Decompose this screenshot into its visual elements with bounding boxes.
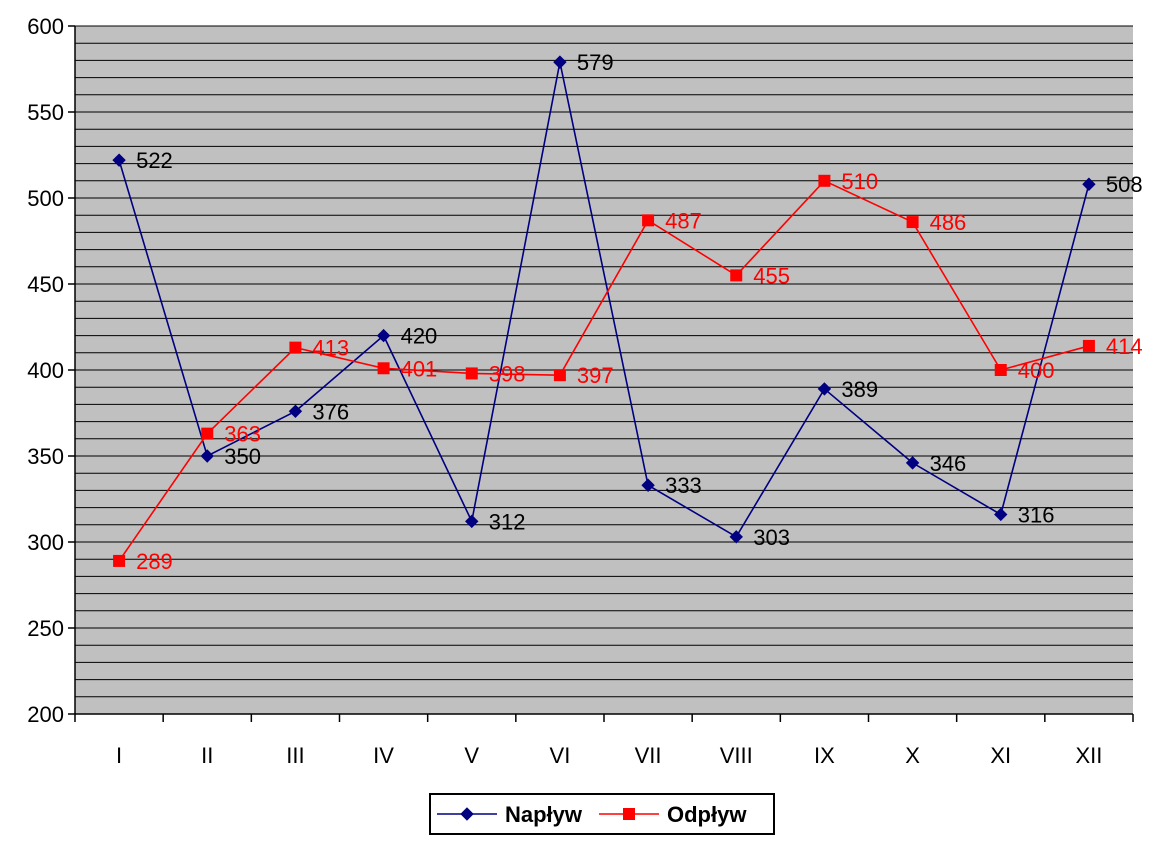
data-point: [817, 382, 832, 396]
series-group: [112, 55, 1096, 567]
x-tick-label: VIII: [720, 743, 753, 768]
data-label: 455: [753, 263, 790, 288]
data-label: 350: [224, 444, 261, 469]
data-point: [642, 214, 655, 227]
data-point: [553, 55, 567, 69]
data-label: 363: [224, 422, 261, 447]
data-label: 420: [401, 324, 438, 349]
legend-label: Odpływ: [667, 802, 747, 827]
gridlines: [75, 42, 1133, 698]
data-label: 389: [841, 377, 878, 402]
legend-marker: [623, 808, 635, 820]
legend-label: Napływ: [505, 802, 583, 827]
data-label: 414: [1106, 334, 1143, 359]
y-tick-label: 350: [27, 444, 64, 469]
data-label: 397: [577, 363, 614, 388]
y-tick-label: 250: [27, 616, 64, 641]
data-point: [906, 216, 919, 229]
series-2: [113, 174, 1095, 567]
data-label: 522: [136, 148, 173, 173]
data-point: [288, 404, 303, 418]
y-tick-label: 300: [27, 530, 64, 555]
data-point: [112, 153, 126, 167]
y-tick-label: 400: [27, 358, 64, 383]
legend-entry: Napływ: [437, 802, 583, 827]
data-point: [730, 269, 743, 282]
data-label: 510: [841, 169, 878, 194]
data-label: 413: [312, 336, 349, 361]
data-point: [113, 554, 126, 567]
data-label: 486: [930, 210, 967, 235]
x-tick-label: III: [286, 743, 304, 768]
data-point: [641, 478, 655, 492]
data-point: [1082, 177, 1096, 191]
data-point: [377, 362, 390, 375]
y-tick-label: 550: [27, 100, 64, 125]
data-point: [553, 369, 566, 382]
data-label: 398: [489, 361, 526, 386]
data-point: [729, 530, 743, 544]
data-label: 303: [753, 525, 790, 550]
data-point: [465, 514, 479, 529]
data-label: 487: [665, 208, 702, 233]
data-point: [376, 328, 391, 343]
data-label: 579: [577, 50, 614, 75]
y-tick-label: 450: [27, 272, 64, 297]
x-tick-label: XII: [1075, 743, 1102, 768]
data-label: 312: [489, 509, 526, 534]
data-point: [289, 341, 302, 354]
series-line: [118, 179, 1090, 562]
data-point: [465, 367, 478, 380]
data-point: [200, 449, 214, 463]
data-point: [905, 456, 920, 470]
series-line: [118, 61, 1090, 538]
data-label: 346: [930, 451, 967, 476]
data-label: 376: [312, 399, 349, 424]
data-point: [818, 174, 831, 187]
legend-marker: [460, 807, 474, 821]
x-tick-label: XI: [990, 743, 1011, 768]
y-tick-label: 200: [27, 702, 64, 727]
legend-entry: Odpływ: [599, 802, 747, 827]
x-tick-label: V: [464, 743, 479, 768]
x-tick-label: VII: [635, 743, 662, 768]
data-point: [994, 364, 1007, 376]
x-tick-label: X: [905, 743, 920, 768]
x-tick-label: IV: [373, 743, 394, 768]
legend: Napływ Odpływ: [429, 793, 775, 835]
data-label: 401: [401, 356, 438, 381]
y-tick-label: 600: [27, 14, 64, 39]
x-tick-label: II: [201, 743, 213, 768]
data-point: [201, 427, 214, 440]
data-labels: 522 350 376 420 312 579 333 303 389 346 316 508 289 3…: [136, 50, 1143, 574]
data-label: 333: [665, 473, 702, 498]
series-1: [112, 55, 1096, 544]
x-tick-label: IX: [814, 743, 835, 768]
data-label: 289: [136, 549, 173, 574]
data-label: 316: [1018, 502, 1055, 527]
y-tick-label: 500: [27, 186, 64, 211]
data-point: [1082, 339, 1095, 352]
x-tick-label: I: [116, 743, 122, 768]
data-label: 508: [1106, 172, 1143, 197]
data-point: [994, 507, 1008, 522]
x-tick-label: VI: [550, 743, 571, 768]
data-label: 400: [1018, 358, 1055, 383]
